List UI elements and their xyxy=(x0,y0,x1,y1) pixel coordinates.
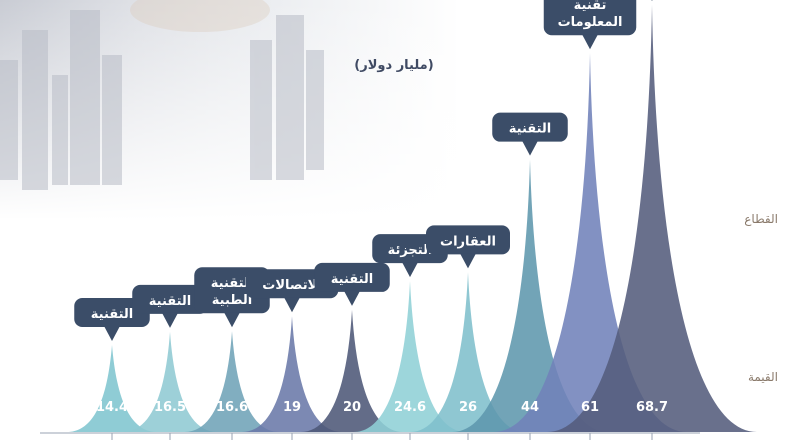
peak-area-1 xyxy=(67,345,157,432)
peak-area-9 xyxy=(493,53,687,433)
sector-callouts: التقنية التقنية التقنية الطبية الاتصالات التق… xyxy=(74,0,653,341)
value-label-9: 61 xyxy=(581,400,599,415)
sector-callout-1: التقنية xyxy=(74,298,150,341)
sector-label: التقنية xyxy=(149,294,192,309)
value-label-10: 68.7 xyxy=(636,400,668,415)
sector-label: التقنية xyxy=(509,122,552,137)
value-label-2: 16.5 xyxy=(154,400,186,415)
sector-callout-7: العقارات xyxy=(426,225,510,269)
unit-label: (مليار دولار) xyxy=(354,58,434,73)
peak-area-10 xyxy=(547,5,757,432)
value-labels: 14.4 16.5 16.6 19 20 24.6 26 44 61 68.7 xyxy=(96,400,668,415)
sector-callout-10: الألعاب xyxy=(651,0,653,1)
value-label-3: 16.6 xyxy=(216,400,248,415)
value-label-8: 44 xyxy=(521,400,539,415)
peak-area-8 xyxy=(452,159,608,432)
value-label-6: 24.6 xyxy=(394,400,426,415)
value-label-5: 20 xyxy=(343,400,361,415)
sector-callout-5: التقنية xyxy=(314,262,390,306)
sector-label: التجزئة xyxy=(388,243,433,258)
value-label-4: 19 xyxy=(283,400,301,415)
peak-area-4 xyxy=(241,316,343,432)
sector-label: الاتصالات xyxy=(262,278,321,293)
sector-row-label: القطاع xyxy=(744,212,778,226)
sector-label: الطبية xyxy=(212,293,253,308)
peak-area-5 xyxy=(300,309,404,432)
sector-label: التقنية xyxy=(211,276,254,291)
sector-label: التقنية xyxy=(91,307,134,322)
sector-label: المعلومات xyxy=(558,15,623,30)
sector-label: التقنية xyxy=(331,272,374,287)
peak-area-2 xyxy=(122,331,218,432)
sector-label: تقنية xyxy=(574,0,607,13)
value-label-7: 26 xyxy=(459,400,477,415)
value-label-1: 14.4 xyxy=(96,400,128,415)
sector-callout-8: التقنية xyxy=(492,112,568,156)
peak-areas xyxy=(67,5,757,433)
peak-area-6 xyxy=(353,281,467,432)
peak-area-7 xyxy=(410,272,526,432)
value-row-label: القيمة xyxy=(747,370,778,384)
sector-label: العقارات xyxy=(440,234,496,249)
sector-callout-2: التقنية xyxy=(132,284,208,328)
x-axis xyxy=(40,432,700,440)
peak-area-3 xyxy=(184,331,280,432)
city-skyline-image xyxy=(0,0,324,190)
sector-callout-9: تقنية المعلومات xyxy=(543,0,637,50)
